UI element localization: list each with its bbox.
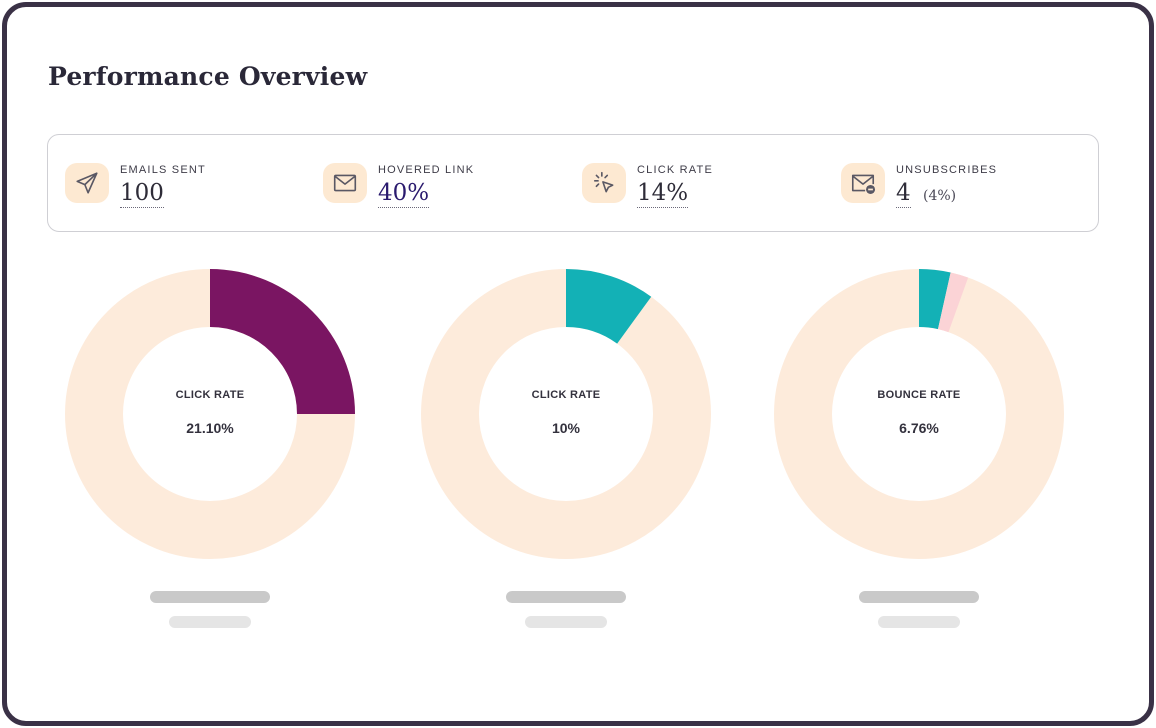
donut-title: CLICK RATE: [175, 389, 245, 401]
donut-value: 21.10%: [186, 420, 234, 436]
donut-slice-secondary: [937, 272, 969, 333]
donut-svg: [774, 269, 1064, 559]
donut-slice-highlight: [210, 269, 355, 414]
stat-value[interactable]: 100: [120, 180, 164, 208]
donut-slice-highlight: [566, 269, 652, 344]
envelope-minus-icon: [841, 163, 885, 203]
skeleton-line: [506, 591, 626, 603]
page-title: Performance Overview: [48, 62, 368, 91]
stat-label: UNSUBSCRIBES: [896, 164, 998, 176]
donut-track: [421, 269, 711, 559]
skeleton-line: [169, 616, 251, 628]
cursor-click-icon: [582, 163, 626, 203]
stat-value[interactable]: 14%: [637, 180, 689, 208]
donut-value: 10%: [551, 420, 581, 436]
stat-label: CLICK RATE: [637, 164, 713, 176]
paper-plane-icon: [65, 163, 109, 203]
donut-chart-click-rate-2: CLICK RATE 10%: [420, 268, 712, 560]
stat-sub-value: (4%): [923, 188, 957, 204]
donut-svg: [65, 269, 355, 559]
donut-title: BOUNCE RATE: [877, 389, 961, 401]
skeleton-line: [150, 591, 270, 603]
donut-chart-click-rate-1: CLICK RATE 21.10%: [64, 268, 356, 560]
skeleton-line: [859, 591, 979, 603]
stat-value[interactable]: 4: [896, 180, 911, 208]
stat-label: EMAILS SENT: [120, 164, 206, 176]
stats-card: EMAILS SENT 100 HOVERED LINK 40% CLICK R…: [47, 134, 1099, 232]
donut-chart-bounce-rate: BOUNCE RATE 6.76%: [773, 268, 1065, 560]
donut-slice-highlight: [919, 269, 951, 330]
donut-track: [774, 269, 1064, 559]
envelope-icon: [323, 163, 367, 203]
skeleton-line: [878, 616, 960, 628]
stat-value[interactable]: 40%: [378, 180, 430, 208]
donut-title: CLICK RATE: [531, 389, 601, 401]
donut-value: 6.76%: [899, 420, 939, 436]
stat-label: HOVERED LINK: [378, 164, 475, 176]
donut-svg: [421, 269, 711, 559]
skeleton-line: [525, 616, 607, 628]
